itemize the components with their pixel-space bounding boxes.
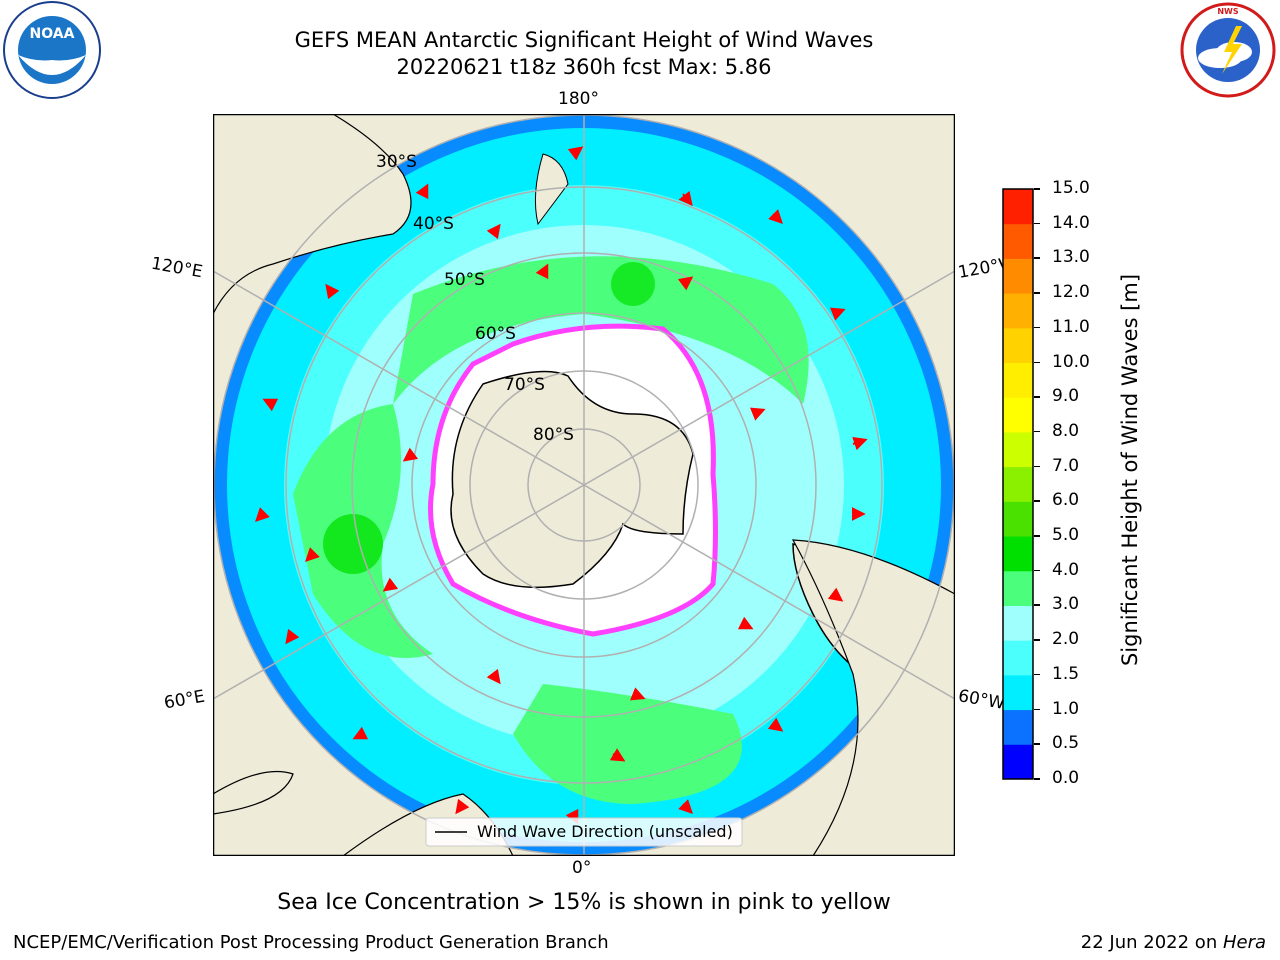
colorbar-tick-label: 15.0: [1052, 178, 1090, 198]
map-legend: Wind Wave Direction (unscaled): [425, 817, 743, 847]
colorbar-tick-mark: [1034, 673, 1040, 676]
colorbar-tick-mark: [1034, 188, 1040, 190]
colorbar-tick-label: 1.0: [1052, 698, 1080, 719]
colorbar-band: [1003, 570, 1033, 606]
lon-label-180: 180°: [558, 89, 599, 109]
colorbar-tick-label: 4.0: [1052, 559, 1080, 580]
antarctica: [450, 370, 694, 589]
lon-label-60e: 60°E: [162, 686, 207, 714]
colorbar-tick-mark: [1034, 569, 1040, 572]
nws-logo: NWS: [1180, 2, 1276, 98]
colorbar-tick-mark: [1034, 743, 1040, 745]
colorbar-band: [1003, 466, 1033, 502]
colorbar-band: [1003, 501, 1033, 537]
colorbar-tick-label: 3.0: [1052, 594, 1080, 615]
colorbar: [1002, 188, 1034, 780]
colorbar-band: [1003, 605, 1033, 641]
colorbar-tick-label: 7.0: [1052, 455, 1080, 476]
lon-label-0: 0°: [572, 858, 592, 878]
lat-label-50s: 50°S: [444, 270, 485, 290]
colorbar-tick-label: 5.0: [1052, 525, 1080, 546]
colorbar-band: [1003, 293, 1033, 329]
lat-label-40s: 40°S: [413, 214, 454, 234]
colorbar-tick-mark: [1034, 535, 1040, 537]
graticule: [213, 114, 955, 856]
colorbar-band: [1003, 709, 1033, 745]
colorbar-tick-label: 9.0: [1052, 386, 1080, 407]
footer-left: NCEP/EMC/Verification Post Processing Pr…: [13, 932, 609, 953]
legend-label: Wind Wave Direction (unscaled): [477, 822, 733, 841]
noaa-logo-text: NOAA: [30, 26, 75, 42]
colorbar-tick-mark: [1034, 465, 1040, 468]
sea-ice-caption: Sea Ice Concentration > 15% is shown in …: [277, 890, 891, 915]
colorbar-tick-label: 1.5: [1052, 663, 1080, 684]
polar-map: Wind Wave Direction (unscaled): [213, 114, 955, 856]
colorbar-band: [1003, 397, 1033, 433]
colorbar-tick-mark: [1034, 604, 1040, 606]
lon-label-60w: 60°W: [956, 686, 1007, 714]
colorbar-tick-mark: [1034, 326, 1040, 329]
colorbar-tick-mark: [1034, 257, 1040, 259]
colorbar-tick-mark: [1034, 708, 1040, 711]
lat-label-70s: 70°S: [504, 375, 545, 395]
colorbar-tick-label: 13.0: [1052, 247, 1090, 268]
colorbar-tick-label: 11.0: [1052, 316, 1090, 337]
colorbar-tick-mark: [1034, 430, 1040, 433]
colorbar-tick-mark: [1034, 639, 1040, 641]
lon-label-120e: 120°E: [149, 253, 205, 283]
colorbar-tick-label: 6.0: [1052, 490, 1080, 511]
colorbar-tick-label: 0.5: [1052, 733, 1080, 754]
colorbar-band: [1003, 640, 1033, 676]
svg-text:NWS: NWS: [1217, 7, 1239, 16]
noaa-logo: NOAA: [3, 1, 101, 99]
colorbar-tick-label: 0.0: [1052, 768, 1080, 788]
colorbar-band: [1003, 327, 1033, 364]
colorbar-band: [1003, 362, 1033, 398]
colorbar-tick-label: 12.0: [1052, 282, 1090, 303]
colorbar-band: [1003, 674, 1033, 711]
colorbar-band: [1003, 431, 1033, 468]
colorbar-band: [1003, 223, 1033, 259]
colorbar-tick-mark: [1034, 222, 1040, 225]
colorbar-tick-label: 8.0: [1052, 420, 1080, 441]
colorbar-tick-label: 14.0: [1052, 212, 1090, 233]
colorbar-band: [1003, 744, 1033, 780]
wind-wave-arrows: [255, 146, 868, 825]
colorbar-band: [1003, 536, 1033, 572]
colorbar-band: [1003, 258, 1033, 294]
title-line-2: 20220621 t18z 360h fcst Max: 5.86: [396, 55, 772, 79]
footer-right: 22 Jun 2022 on Hera: [1080, 932, 1266, 953]
lat-label-60s: 60°S: [475, 324, 516, 344]
colorbar-tick-mark: [1034, 500, 1040, 502]
colorbar-tick-mark: [1034, 778, 1040, 780]
title-line-1: GEFS MEAN Antarctic Significant Height o…: [294, 28, 874, 52]
lat-label-30s: 30°S: [376, 152, 417, 172]
colorbar-tick-label: 10.0: [1052, 351, 1090, 372]
colorbar-tick-label: 2.0: [1052, 629, 1080, 650]
lat-label-80s: 80°S: [533, 425, 574, 445]
colorbar-label: Significant Height of Wind Waves [m]: [1118, 273, 1142, 667]
colorbar-tick-mark: [1034, 292, 1040, 294]
colorbar-tick-mark: [1034, 396, 1040, 398]
colorbar-tick-mark: [1034, 361, 1040, 364]
colorbar-band: [1003, 189, 1033, 225]
